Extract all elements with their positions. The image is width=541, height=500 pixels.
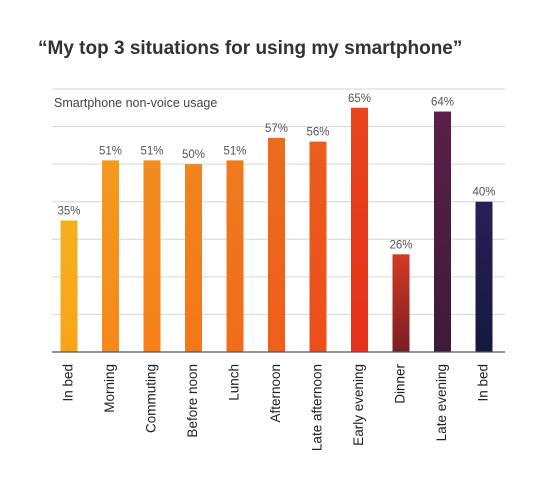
bar — [268, 137, 285, 352]
bar — [475, 201, 493, 352]
category-label: Afternoon — [268, 364, 283, 423]
bar — [60, 220, 78, 352]
data-label: 35% — [57, 206, 80, 218]
bar — [351, 107, 368, 353]
bar — [434, 111, 451, 353]
data-label: 64% — [431, 97, 454, 109]
category-label: Commuting — [144, 364, 159, 433]
category-label: Lunch — [227, 364, 242, 401]
data-label: 57% — [265, 123, 288, 135]
data-label: 40% — [472, 187, 495, 199]
data-label: 26% — [389, 239, 412, 251]
category-label: Late afternoon — [310, 364, 325, 451]
data-label: 51% — [99, 145, 122, 157]
data-label: 51% — [140, 145, 163, 157]
category-label: In bed — [61, 364, 76, 402]
category-label: In bed — [476, 364, 491, 402]
category-label: Morning — [102, 364, 117, 413]
bar — [309, 141, 327, 352]
category-label: Early evening — [351, 364, 366, 446]
data-label: 51% — [223, 145, 246, 157]
bar — [102, 160, 119, 352]
category-label: Dinner — [393, 364, 408, 404]
data-label: 50% — [182, 149, 205, 161]
category-label: Late evening — [434, 364, 449, 441]
category-label: Before noon — [185, 364, 200, 438]
data-label: 56% — [306, 127, 329, 139]
data-label: 65% — [348, 93, 371, 105]
bar — [392, 254, 410, 352]
bar — [226, 160, 244, 352]
chart-subtitle: Smartphone non-voice usage — [54, 96, 217, 110]
bar — [185, 164, 202, 352]
bar — [143, 160, 161, 352]
chart-title: “My top 3 situations for using my smartp… — [38, 38, 463, 59]
